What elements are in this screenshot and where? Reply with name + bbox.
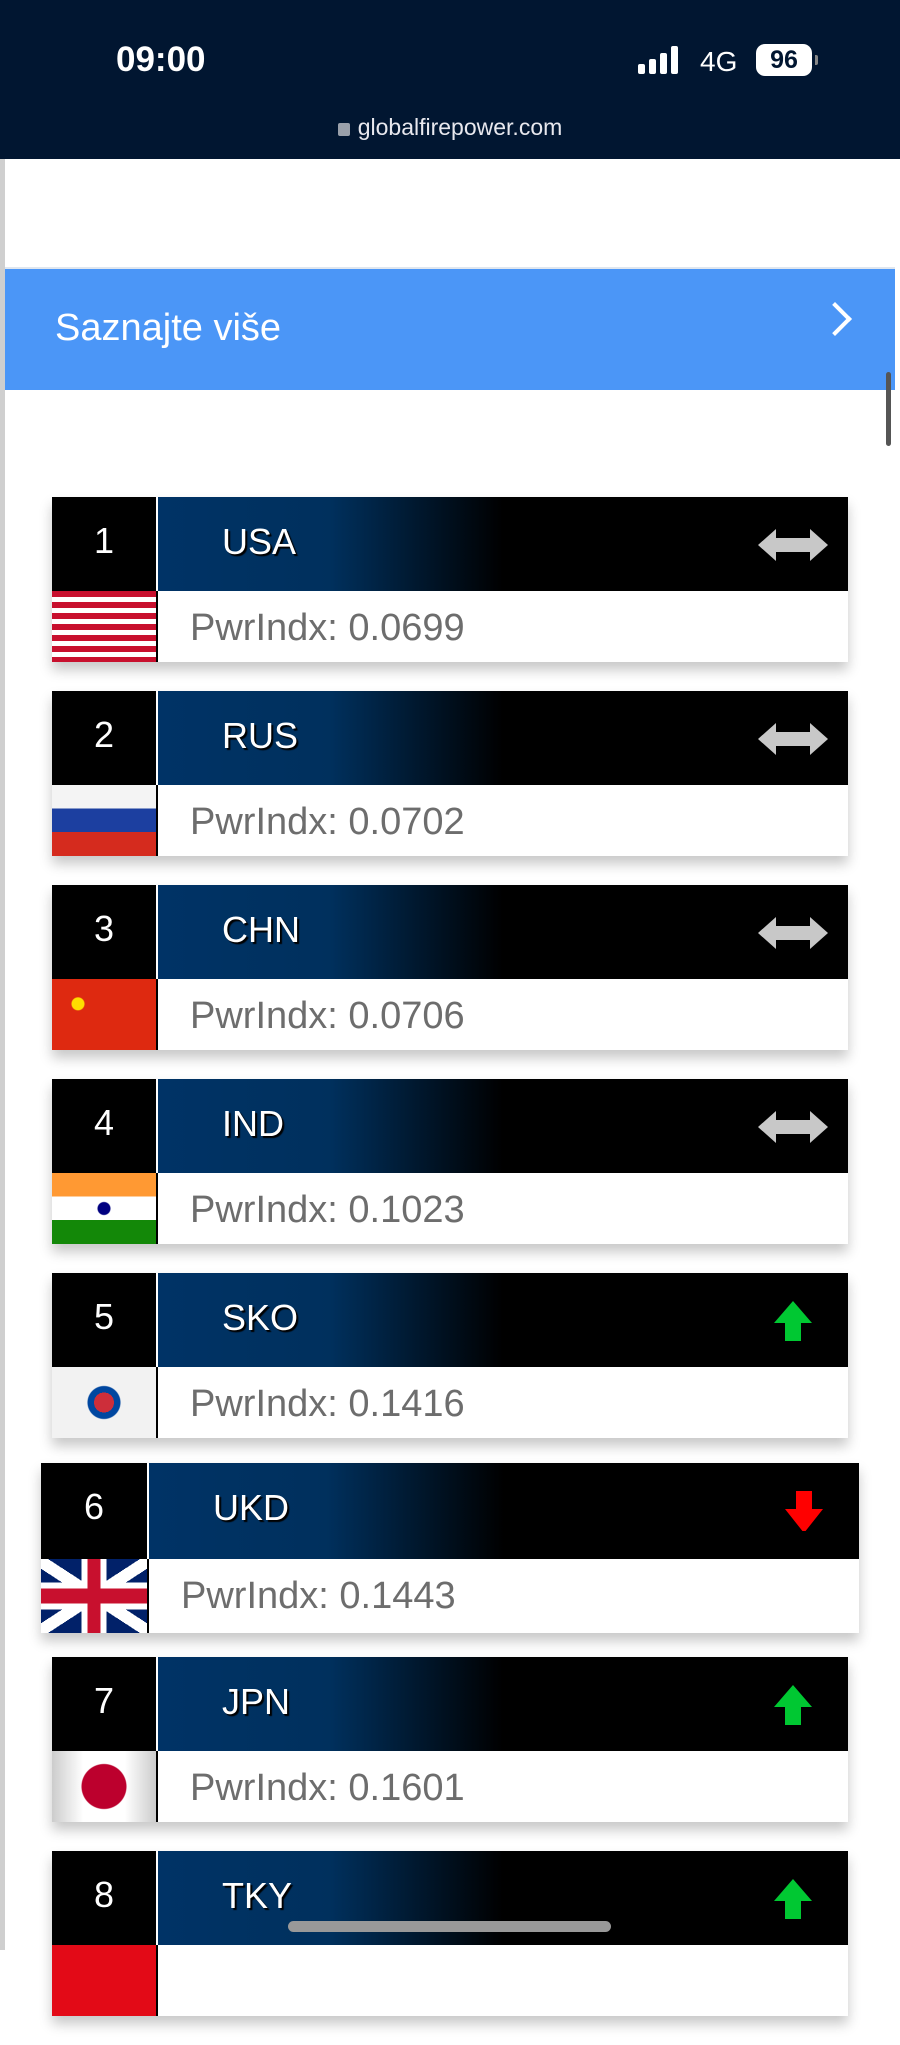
country-header: IND xyxy=(158,1079,848,1173)
url-text: globalfirepower.com xyxy=(357,114,563,140)
learn-more-banner[interactable]: Saznajte više xyxy=(5,267,895,390)
sko-flag-icon xyxy=(52,1367,158,1438)
country-code: CHN xyxy=(222,909,300,950)
country-code: JPN xyxy=(222,1681,291,1722)
country-code: SKO xyxy=(222,1297,299,1338)
trend-same-arrow-icon xyxy=(758,1107,828,1147)
country-code: TKY xyxy=(222,1875,293,1916)
ranking-card[interactable]: 5 SKO PwrIndx: 0.1416 xyxy=(52,1273,848,1438)
signal-icon xyxy=(638,46,678,74)
ranking-card[interactable]: 1 USA PwrIndx: 0.0699 xyxy=(52,497,848,662)
network-type: 4G xyxy=(700,46,738,77)
power-index: PwrIndx: 0.0706 xyxy=(190,995,465,1037)
rank-number: 3 xyxy=(52,885,158,979)
power-index-row: PwrIndx: 0.1601 xyxy=(158,1751,848,1822)
lock-icon xyxy=(337,123,350,136)
status-bar: 09:00 4G 96 globalfirepower.com xyxy=(0,0,900,159)
country-header: USA xyxy=(158,497,848,591)
scrollbar[interactable] xyxy=(886,372,891,446)
trend-down-arrow-icon xyxy=(769,1489,839,1533)
ranking-card[interactable]: 3 CHN PwrIndx: 0.0706 xyxy=(52,885,848,1050)
power-index-row: PwrIndx: 0.0706 xyxy=(158,979,848,1050)
country-header: UKD xyxy=(149,1463,859,1559)
power-index-row: PwrIndx: 0.1023 xyxy=(158,1173,848,1244)
jpn-flag-icon xyxy=(52,1751,158,1822)
power-index-row: PwrIndx: 0.1416 xyxy=(158,1367,848,1438)
chevron-right-icon xyxy=(818,302,852,336)
rus-flag-icon xyxy=(52,785,158,856)
power-index: PwrIndx: 0.0702 xyxy=(190,801,465,843)
home-indicator[interactable] xyxy=(288,1921,611,1932)
rank-number: 2 xyxy=(52,691,158,785)
rank-number: 7 xyxy=(52,1657,158,1751)
ranking-card[interactable]: 2 RUS PwrIndx: 0.0702 xyxy=(52,691,848,856)
banner-label: Saznajte više xyxy=(55,307,282,349)
battery-icon: 96 xyxy=(756,44,818,76)
country-header: SKO xyxy=(158,1273,848,1367)
power-index: PwrIndx: 0.1416 xyxy=(190,1383,465,1425)
power-index-row: PwrIndx: 0.1443 xyxy=(149,1559,859,1633)
power-index-row: PwrIndx: 0.0702 xyxy=(158,785,848,856)
trend-same-arrow-icon xyxy=(758,913,828,953)
rank-number: 8 xyxy=(52,1851,158,1945)
power-index: PwrIndx: 0.1023 xyxy=(190,1189,465,1231)
power-index: PwrIndx: 0.1443 xyxy=(181,1575,456,1617)
country-code: IND xyxy=(222,1103,284,1144)
page-content xyxy=(0,159,900,1950)
power-index: PwrIndx: 0.0699 xyxy=(190,607,465,649)
rank-number: 6 xyxy=(41,1463,149,1559)
rank-number: 5 xyxy=(52,1273,158,1367)
ind-flag-icon xyxy=(52,1173,158,1244)
usa-flag-icon xyxy=(52,591,158,662)
chn-flag-icon xyxy=(52,979,158,1050)
address-bar[interactable]: globalfirepower.com xyxy=(0,114,900,141)
country-header: JPN xyxy=(158,1657,848,1751)
power-index-row: PwrIndx: 0.0699 xyxy=(158,591,848,662)
ranking-card[interactable]: 7 JPN PwrIndx: 0.1601 xyxy=(52,1657,848,1822)
country-code: RUS xyxy=(222,715,299,756)
rank-number: 1 xyxy=(52,497,158,591)
ranking-card[interactable]: 4 IND PwrIndx: 0.1023 xyxy=(52,1079,848,1244)
tky-flag-icon xyxy=(52,1945,158,2016)
rankings-list: 1 USA PwrIndx: 0.0699 2 RUS PwrIndx: 0.07… xyxy=(0,497,900,2045)
country-header: RUS xyxy=(158,691,848,785)
clock: 09:00 xyxy=(116,40,206,79)
rank-number: 4 xyxy=(52,1079,158,1173)
country-code: UKD xyxy=(213,1487,290,1528)
trend-up-arrow-icon xyxy=(758,1879,828,1921)
page-edge xyxy=(0,159,5,1950)
power-index-row xyxy=(158,1945,848,2016)
trend-up-arrow-icon xyxy=(758,1685,828,1727)
ukd-flag-icon xyxy=(41,1559,149,1633)
trend-up-arrow-icon xyxy=(758,1301,828,1343)
country-code: USA xyxy=(222,521,297,562)
ranking-card[interactable]: 8 TKY xyxy=(52,1851,848,2016)
trend-same-arrow-icon xyxy=(758,525,828,565)
power-index: PwrIndx: 0.1601 xyxy=(190,1767,465,1809)
country-header: CHN xyxy=(158,885,848,979)
trend-same-arrow-icon xyxy=(758,719,828,759)
ranking-card[interactable]: 6 UKD PwrIndx: 0.1443 xyxy=(41,1463,859,1633)
